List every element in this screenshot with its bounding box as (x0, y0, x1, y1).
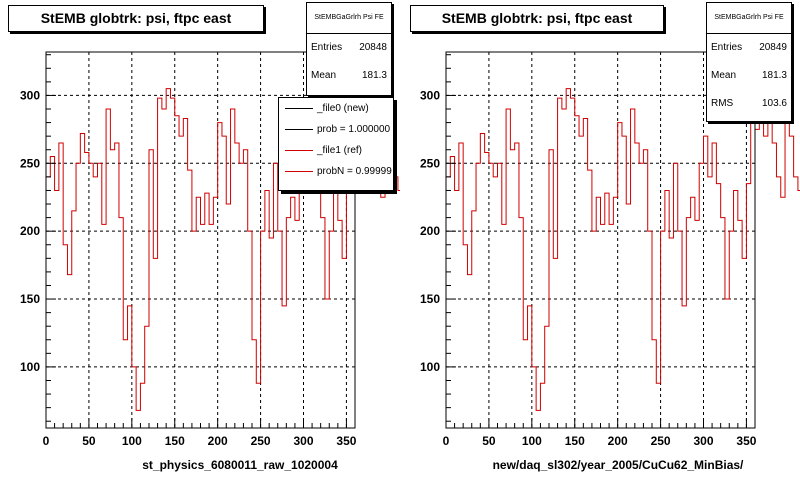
left-stats-box: StEMBGaGrlrh Psi FE Entries 20848 Mean 1… (306, 2, 392, 96)
stats-value: 20849 (759, 42, 787, 53)
histogram-line (446, 88, 800, 411)
x-tick-label: 300 (693, 434, 713, 448)
y-tick-label: 100 (420, 360, 440, 374)
x-tick-label: 0 (443, 434, 450, 448)
x-tick-label: 50 (82, 434, 96, 448)
y-tick-label: 200 (420, 224, 440, 238)
stats-label: Mean (711, 70, 737, 81)
stats-value: 103.6 (761, 98, 787, 109)
legend-swatch (285, 150, 313, 151)
y-tick-label: 150 (420, 292, 440, 306)
y-tick-label: 250 (420, 156, 440, 170)
stats-label: Entries (711, 42, 743, 53)
legend-swatch (285, 108, 313, 109)
legend-entry: probN = 0.99999 (279, 161, 393, 182)
left-series (46, 88, 400, 411)
x-tick-label: 350 (336, 434, 356, 448)
y-tick-label: 150 (20, 292, 40, 306)
right-stats-row: Entries 20849 (707, 34, 791, 62)
histogram-line (46, 88, 400, 411)
stats-value: 181.3 (761, 70, 787, 81)
legend-label: _file1 (ref) (317, 145, 363, 156)
left-stats-row: Mean 181.3 (307, 62, 391, 90)
x-tick-label: 250 (651, 434, 671, 448)
left-stats-row: Entries 20848 (307, 34, 391, 62)
x-tick-label: 250 (251, 434, 271, 448)
left-x-axis-label: st_physics_6080011_raw_1020004 (142, 458, 338, 472)
left-histogram-pane: 0 50 100 150 200 250 300 350 100 150 200 250 300 st… (8, 2, 400, 472)
legend-entry: _file1 (ref) (279, 140, 393, 161)
right-plot-svg: 0 50 100 150 200 250 300 350 100 150 200 250 300 ne… (420, 51, 800, 472)
legend-entry: _file0 (new) (279, 98, 393, 119)
legend-swatch (285, 129, 313, 130)
x-tick-label: 100 (522, 434, 542, 448)
stats-value: 20848 (359, 42, 387, 53)
x-tick-label: 350 (736, 434, 756, 448)
y-tick-label: 200 (20, 224, 40, 238)
legend-swatch (285, 171, 313, 172)
stats-label: RMS (711, 98, 734, 109)
y-tick-label: 250 (20, 156, 40, 170)
legend-entry: prob = 1.000000 (279, 119, 393, 140)
right-stats-box: StEMBGaGrlrh Psi FE Entries 20849 Mean 1… (706, 2, 792, 122)
stats-label: Mean (311, 70, 337, 81)
y-tick-label: 300 (20, 88, 40, 102)
right-x-axis: 0 50 100 150 200 250 300 350 (443, 418, 757, 448)
stats-value: 181.3 (361, 70, 387, 81)
right-stats-row: Mean 181.3 (707, 62, 791, 90)
left-x-axis: 0 50 100 150 200 250 300 350 (43, 418, 357, 448)
left-y-axis: 100 150 200 250 300 (20, 54, 56, 422)
x-tick-label: 150 (565, 434, 585, 448)
right-x-axis-label: new/daq_sl302/year_2005/CuCu62_MinBias/ (493, 458, 744, 472)
right-series (446, 88, 800, 411)
left-plot-title: StEMB globtrk: psi, ftpc east (8, 5, 264, 32)
x-tick-label: 300 (293, 434, 313, 448)
x-tick-label: 100 (122, 434, 142, 448)
right-stats-header: StEMBGaGrlrh Psi FE (707, 3, 791, 34)
y-tick-label: 100 (20, 360, 40, 374)
right-y-axis: 100 150 200 250 300 (420, 54, 456, 422)
stats-label: Entries (311, 42, 343, 53)
left-stats-header: StEMBGaGrlrh Psi FE (307, 3, 391, 34)
right-plot-title: StEMB globtrk: psi, ftpc east (410, 5, 664, 32)
x-tick-label: 150 (165, 434, 185, 448)
right-histogram-pane: 0 50 100 150 200 250 300 350 100 150 200 250 300 ne… (400, 0, 800, 480)
legend: _file0 (new) prob = 1.000000 _file1 (ref… (278, 97, 394, 191)
legend-label: _file0 (new) (317, 103, 369, 114)
right-stats-row: RMS 103.6 (707, 90, 791, 118)
legend-label: probN = 0.99999 (317, 166, 392, 177)
x-tick-label: 0 (43, 434, 50, 448)
x-tick-label: 50 (482, 434, 496, 448)
x-tick-label: 200 (208, 434, 228, 448)
x-tick-label: 200 (608, 434, 628, 448)
y-tick-label: 300 (420, 88, 440, 102)
legend-label: prob = 1.000000 (317, 124, 391, 135)
